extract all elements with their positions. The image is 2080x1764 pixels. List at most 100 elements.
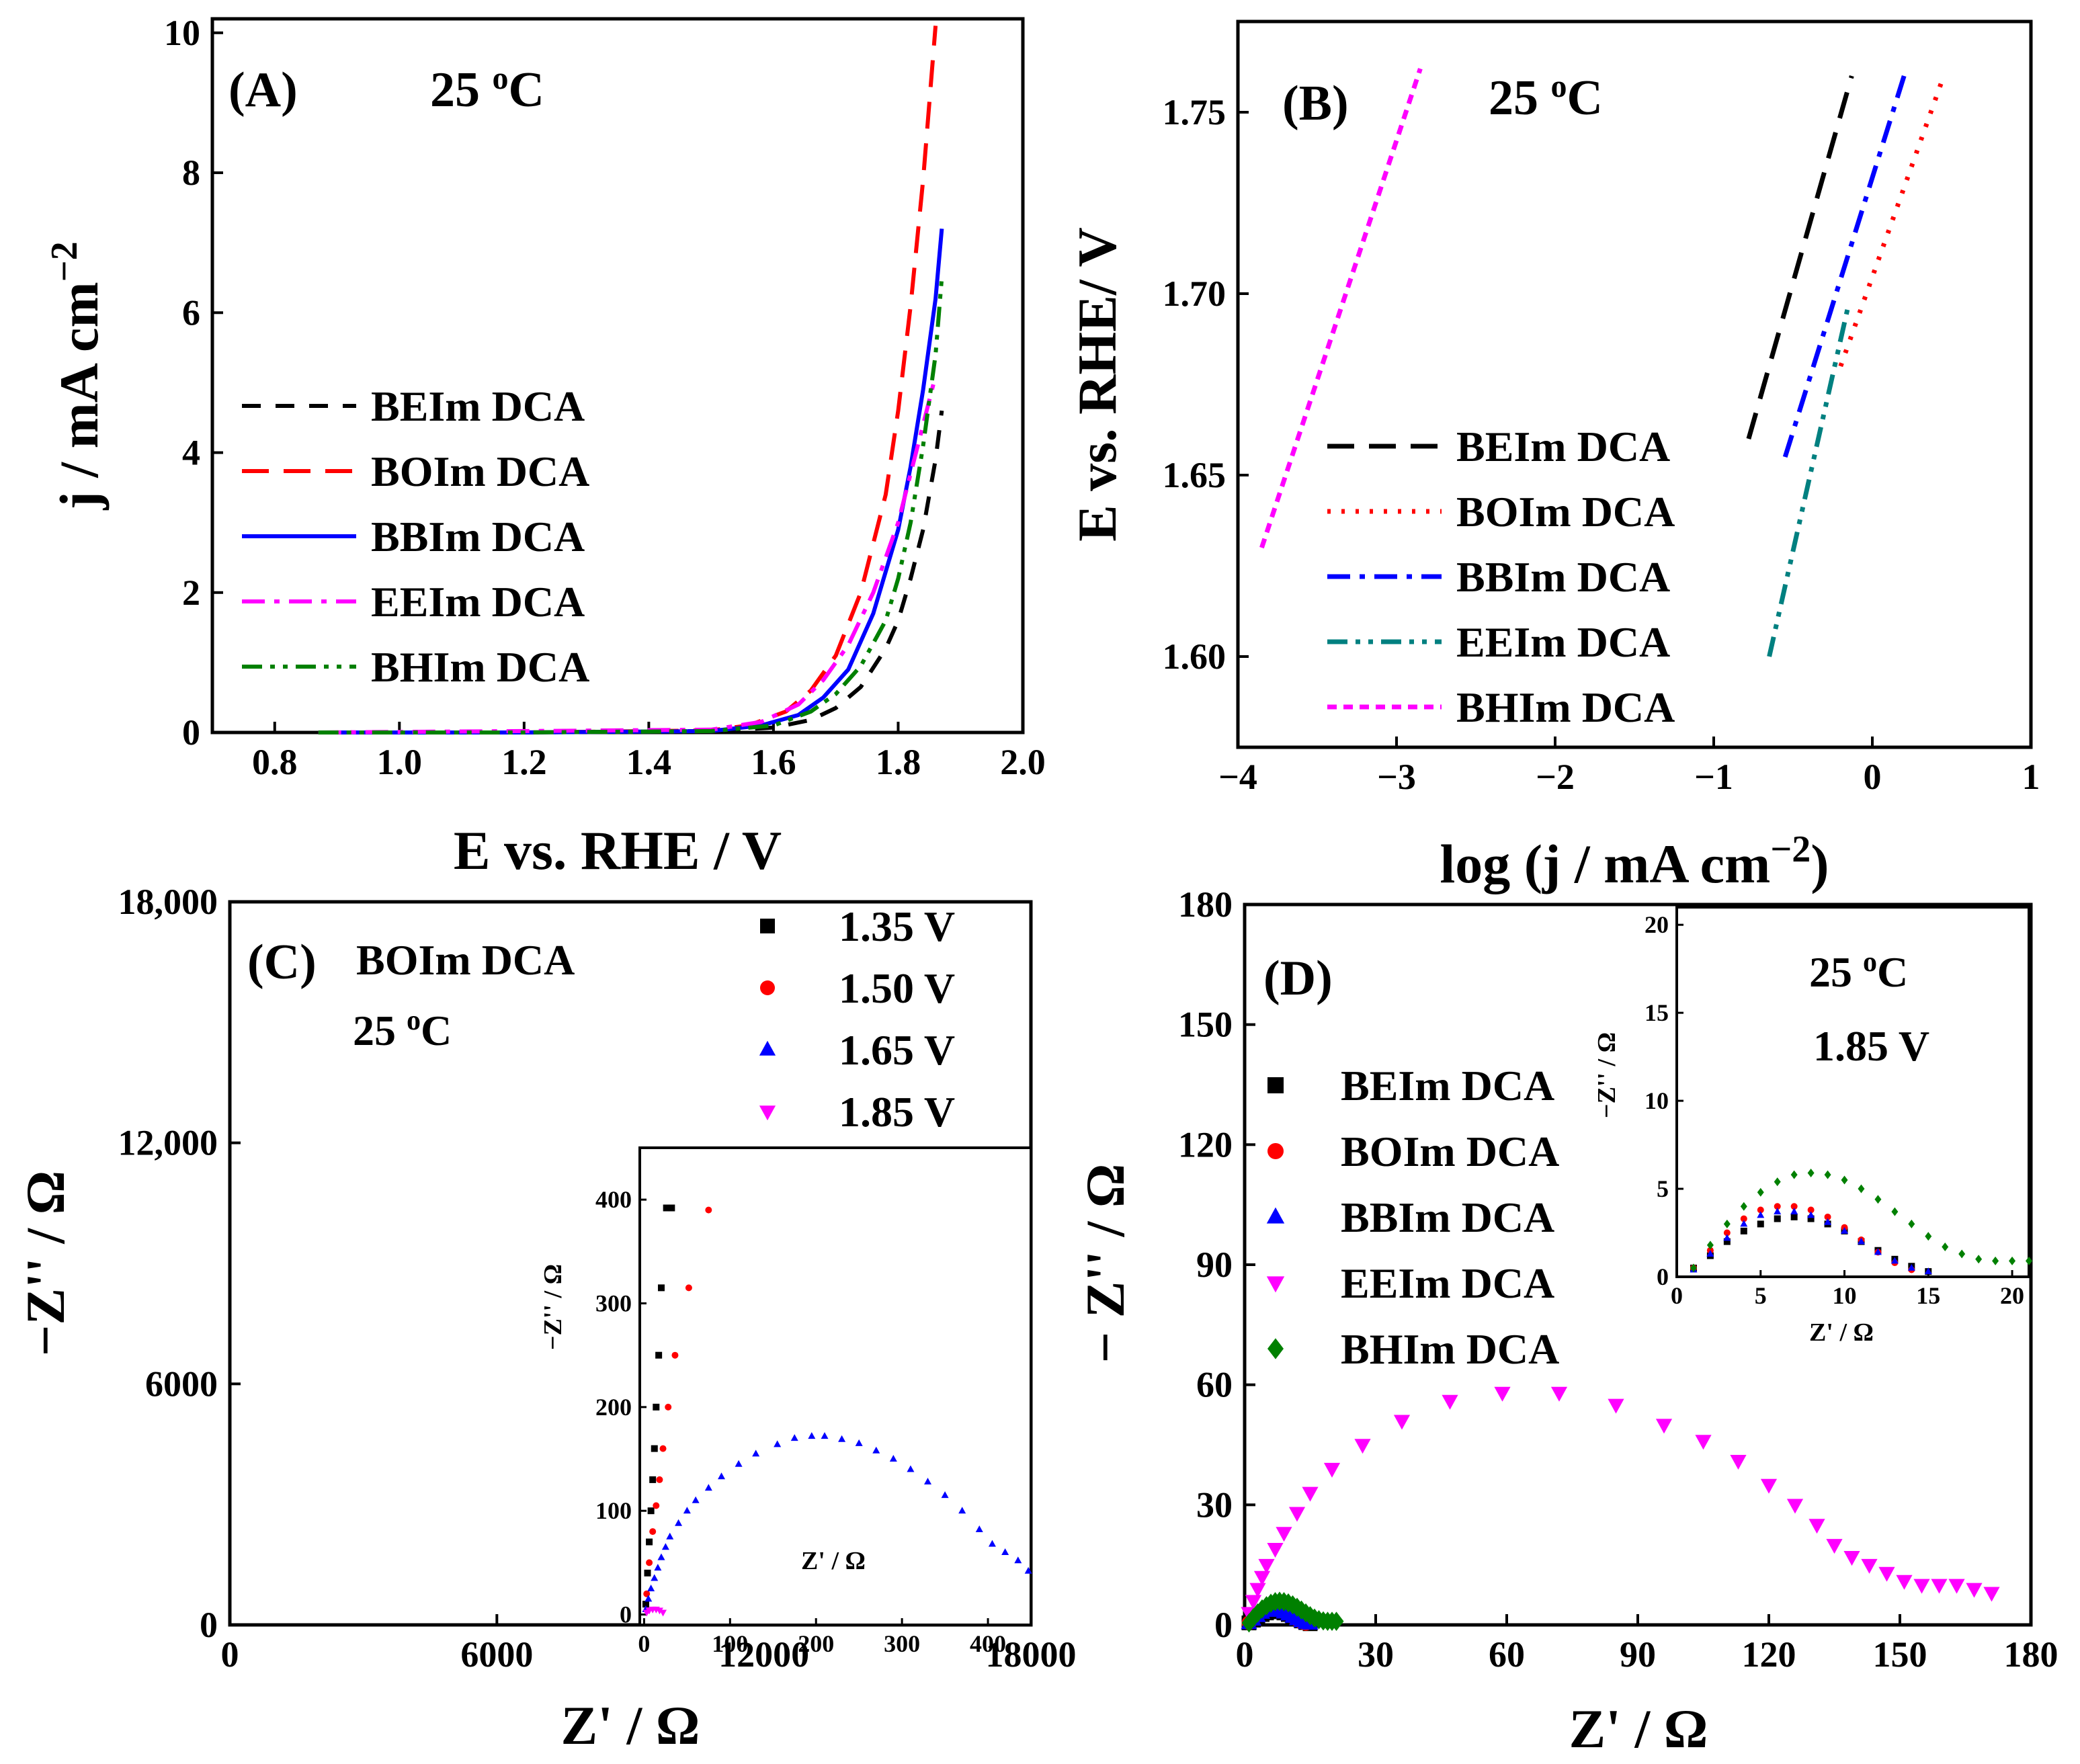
point-eeim-dca <box>1267 1543 1284 1558</box>
panel-b-label: (B) <box>1282 76 1349 131</box>
point-1-65-v <box>752 1450 760 1457</box>
point-eeim-dca <box>1760 1478 1778 1494</box>
legend-marker-0 <box>760 919 775 933</box>
point-1-65-v <box>644 1595 653 1602</box>
x-tick-label-4: 0 <box>1864 757 1882 797</box>
panel-d-inset-series <box>1690 1168 2032 1275</box>
point-1-65-v <box>774 1440 782 1447</box>
panel-d-inset: 0 5 10 15 20 0 5 10 15 20 25 oC 1.85 V Z' / Ω −Z'… <box>1593 906 2032 1347</box>
y-tick-label-1: 6000 <box>145 1363 218 1404</box>
point-eeim-dca <box>1861 1558 1878 1574</box>
panel-c-legend: 1.35 V 1.50 V 1.65 V 1.85 V <box>759 902 955 1136</box>
point-1-65-v <box>941 1491 949 1499</box>
point-1-35-v <box>655 1351 663 1359</box>
point-1-65-v <box>647 1584 655 1591</box>
legend-label-3: EEIm DCA <box>371 578 585 626</box>
point-bhim-dca <box>1891 1207 1899 1216</box>
point-1-35-v <box>646 1538 653 1546</box>
legend-label-2: BBIm DCA <box>1341 1193 1554 1241</box>
point-beim-dca <box>1790 1213 1798 1220</box>
x-tick-label-0: −4 <box>1218 757 1257 797</box>
point-bhim-dca <box>2026 1256 2032 1265</box>
panel-d-inset-frame <box>1675 906 2030 1278</box>
point-beim-dca <box>1740 1227 1747 1234</box>
legend-marker-0 <box>1267 1077 1284 1093</box>
point-1-35-v <box>657 1284 665 1292</box>
point-bhim-dca <box>1790 1170 1798 1179</box>
panel-a-label: (A) <box>228 62 298 118</box>
point-bhim-dca <box>1858 1184 1865 1193</box>
point-eeim-dca <box>1948 1579 1965 1594</box>
point-bbim-dca <box>1774 1208 1782 1215</box>
x-tick-label-2: 1.2 <box>501 742 547 782</box>
point-eeim-dca <box>1826 1539 1843 1554</box>
point-1-50-v <box>649 1528 657 1536</box>
point-eeim-dca <box>1354 1439 1371 1454</box>
panel-b-xlabel: log (j / mA cm−2) <box>1440 829 1829 894</box>
y-tick-label-4: 8 <box>182 153 200 193</box>
point-eeim-dca <box>1931 1579 1948 1594</box>
y-tick-label-2: 60 <box>1196 1365 1233 1405</box>
point-1-35-v <box>649 1476 657 1483</box>
point-bhim-dca <box>1329 1611 1344 1631</box>
panel-c-ylabel: −Z'' / Ω <box>15 1171 76 1356</box>
y-tick-label-2: 12,000 <box>118 1123 218 1163</box>
point-eeim-dca <box>1302 1486 1319 1502</box>
point-eeim-dca <box>1494 1386 1511 1402</box>
point-bhim-dca <box>1942 1242 1949 1251</box>
point-bbim-dca <box>1874 1248 1882 1255</box>
point-eeim-dca <box>1258 1558 1275 1574</box>
point-eeim-dca <box>1442 1394 1458 1410</box>
x-tick-label-0: 0 <box>1671 1282 1683 1309</box>
y-tick-label-2: 200 <box>595 1394 632 1421</box>
panel-c-inset-frame <box>638 1146 1032 1626</box>
point-beim-dca <box>1807 1215 1815 1222</box>
point-1-65-v <box>675 1519 683 1526</box>
series-line-bbim-dca <box>1782 75 1907 458</box>
point-beim-dca <box>1774 1215 1781 1222</box>
point-bhim-dca <box>1975 1255 1983 1264</box>
y-tick-label-0: 0 <box>620 1601 632 1628</box>
point-boim-dca <box>1757 1206 1764 1214</box>
legend-marker-3 <box>759 1105 776 1121</box>
point-eeim-dca <box>1550 1386 1568 1402</box>
y-tick-label-1: 5 <box>1657 1175 1669 1202</box>
point-eeim-dca <box>1913 1579 1930 1594</box>
legend-label-0: BEIm DCA <box>1341 1062 1554 1109</box>
y-tick-label-2: 4 <box>182 433 200 473</box>
point-1-65-v <box>1001 1548 1009 1555</box>
legend-label-1: BOIm DCA <box>1341 1128 1559 1175</box>
y-tick-label-5: 150 <box>1178 1005 1233 1045</box>
point-1-65-v <box>1014 1556 1022 1564</box>
point-bhim-dca <box>1807 1168 1815 1177</box>
panel-d-ylabel: − Z'' / Ω <box>1075 1164 1136 1363</box>
y-tick-label-6: 180 <box>1178 884 1233 925</box>
point-eeim-dca <box>1245 1595 1262 1610</box>
y-tick-label-3: 18,000 <box>118 882 218 922</box>
point-1-50-v <box>705 1206 712 1214</box>
panel-b-temperature: 25 oC <box>1489 69 1603 126</box>
point-boim-dca <box>1723 1229 1731 1236</box>
y-tick-label-3: 6 <box>182 292 200 333</box>
point-bhim-dca <box>1925 1232 1932 1241</box>
point-bbim-dca <box>1740 1220 1748 1227</box>
point-1-50-v <box>665 1403 672 1411</box>
x-tick-label-6: 2.0 <box>1000 742 1046 782</box>
x-tick-label-3: 300 <box>884 1630 920 1657</box>
x-tick-label-4: 120 <box>1742 1634 1796 1675</box>
point-1-35-v <box>663 1204 670 1212</box>
legend-label-2: 1.65 V <box>839 1026 955 1074</box>
point-boim-dca <box>1807 1206 1815 1214</box>
point-1-35-v <box>653 1403 660 1411</box>
x-tick-label-1: −3 <box>1377 757 1416 797</box>
panel-d-inset-ticks: 0 5 10 15 20 0 5 10 15 20 <box>1645 911 2024 1309</box>
point-bbim-dca <box>1841 1226 1849 1234</box>
point-bbim-dca <box>1723 1234 1731 1241</box>
panel-d-xlabel: Z' / Ω <box>1569 1698 1708 1759</box>
x-tick-label-3: 1.4 <box>626 742 672 782</box>
point-1-65-v <box>666 1532 674 1540</box>
point-eeim-dca <box>1276 1527 1292 1542</box>
panel-c-inset-xlabel: Z' / Ω <box>801 1547 866 1575</box>
legend-marker-4 <box>1267 1338 1284 1359</box>
